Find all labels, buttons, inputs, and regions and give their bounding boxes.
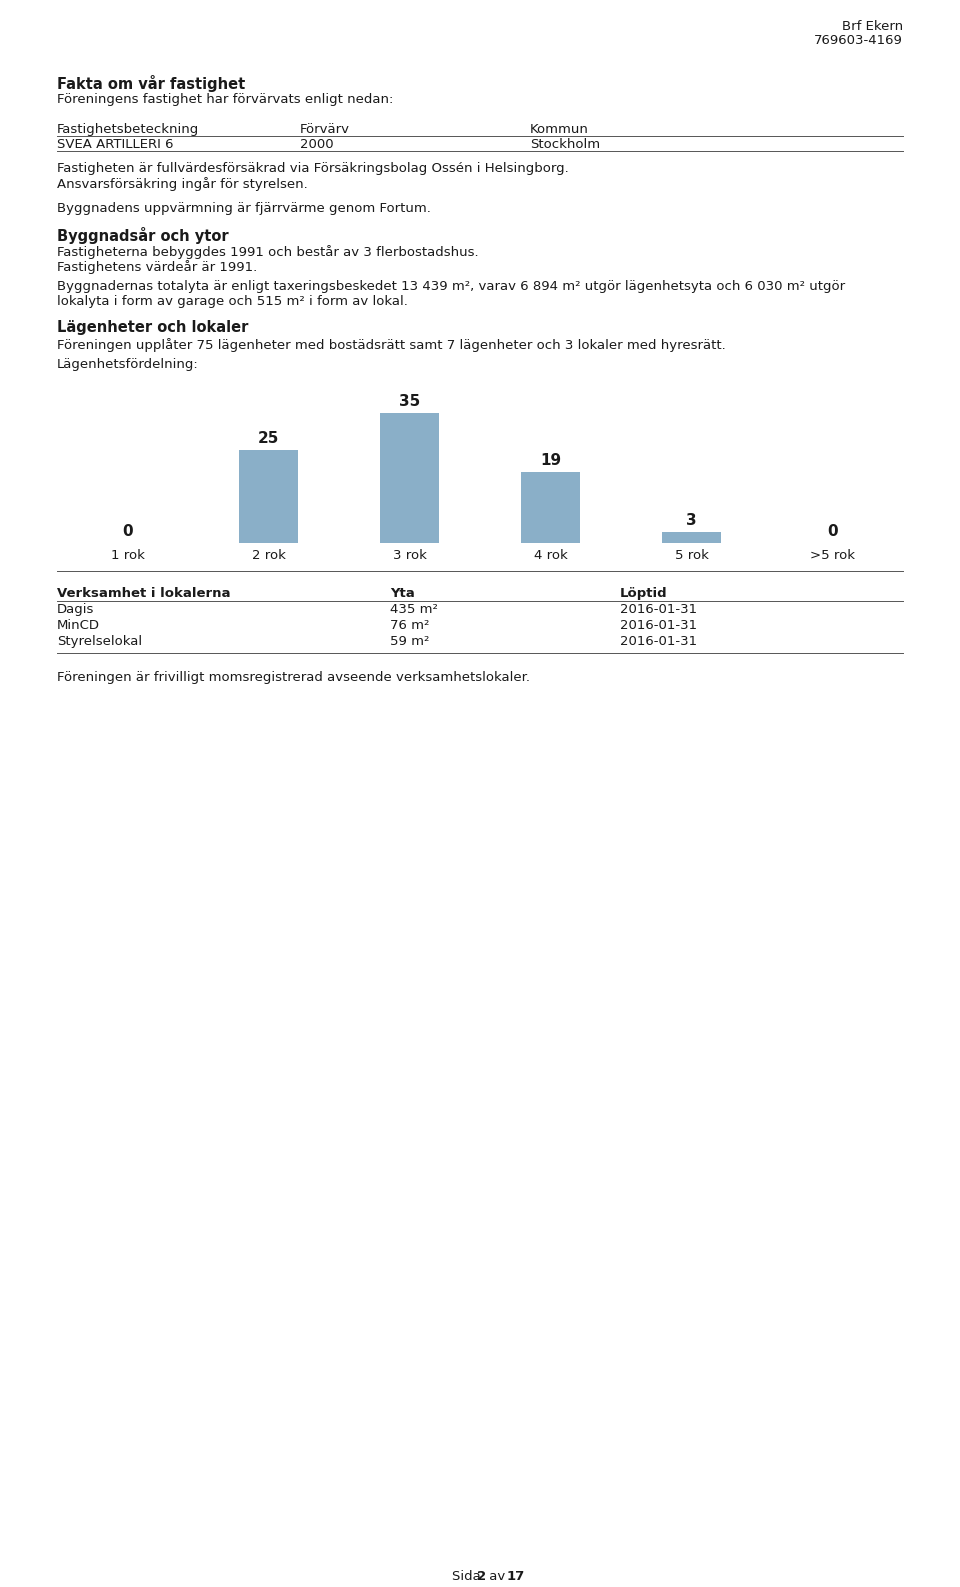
Text: Yta: Yta	[390, 587, 415, 600]
Text: Fastigheterna bebyggdes 1991 och består av 3 flerbostadshus.: Fastigheterna bebyggdes 1991 och består …	[57, 244, 479, 259]
Text: 3: 3	[686, 513, 697, 528]
Text: 0: 0	[828, 524, 838, 540]
Text: 59 m²: 59 m²	[390, 635, 429, 647]
Text: 2: 2	[477, 1570, 486, 1582]
Bar	[521, 473, 580, 543]
Text: 769603-4169: 769603-4169	[814, 33, 903, 48]
Text: 5 rok: 5 rok	[675, 549, 708, 562]
Text: Kommun: Kommun	[530, 124, 588, 136]
Text: 2016-01-31: 2016-01-31	[620, 619, 697, 632]
Text: av: av	[485, 1570, 510, 1582]
Text: 0: 0	[122, 524, 132, 540]
Text: 2000: 2000	[300, 138, 334, 151]
Text: Byggnadernas totalyta är enligt taxeringsbeskedet 13 439 m², varav 6 894 m² utgö: Byggnadernas totalyta är enligt taxering…	[57, 279, 845, 294]
Text: Verksamhet i lokalerna: Verksamhet i lokalerna	[57, 587, 230, 600]
Text: Byggnadsår och ytor: Byggnadsår och ytor	[57, 227, 228, 244]
Bar	[661, 532, 721, 543]
Text: 1 rok: 1 rok	[110, 549, 144, 562]
Text: Löptid: Löptid	[620, 587, 667, 600]
Text: Dagis: Dagis	[57, 603, 94, 616]
Text: 2016-01-31: 2016-01-31	[620, 603, 697, 616]
Text: Brf Ekern: Brf Ekern	[842, 21, 903, 33]
Text: 4 rok: 4 rok	[534, 549, 567, 562]
Text: Stockholm: Stockholm	[530, 138, 600, 151]
Text: Föreningens fastighet har förvärvats enligt nedan:: Föreningens fastighet har förvärvats enl…	[57, 94, 394, 106]
Text: Styrelselokal: Styrelselokal	[57, 635, 142, 647]
Text: Föreningen upplåter 75 lägenheter med bostädsrätt samt 7 lägenheter och 3 lokale: Föreningen upplåter 75 lägenheter med bo…	[57, 338, 726, 352]
Text: Fakta om vår fastighet: Fakta om vår fastighet	[57, 75, 245, 92]
Text: >5 rok: >5 rok	[810, 549, 855, 562]
Text: Fastighetsbeteckning: Fastighetsbeteckning	[57, 124, 200, 136]
Text: 2016-01-31: 2016-01-31	[620, 635, 697, 647]
Text: Föreningen är frivilligt momsregistrerad avseende verksamhetslokaler.: Föreningen är frivilligt momsregistrerad…	[57, 671, 530, 684]
Text: Lägenheter och lokaler: Lägenheter och lokaler	[57, 321, 249, 335]
Bar	[380, 413, 439, 543]
Text: Sida: Sida	[452, 1570, 485, 1582]
Text: 35: 35	[398, 394, 420, 409]
Text: Ansvarsförsäkring ingår för styrelsen.: Ansvarsförsäkring ingår för styrelsen.	[57, 178, 308, 190]
Text: 3 rok: 3 rok	[393, 549, 426, 562]
Text: 76 m²: 76 m²	[390, 619, 429, 632]
Text: Byggnadens uppvärmning är fjärrvärme genom Fortum.: Byggnadens uppvärmning är fjärrvärme gen…	[57, 202, 431, 214]
Text: 2 rok: 2 rok	[252, 549, 285, 562]
Text: 25: 25	[258, 432, 279, 446]
Text: Fastigheten är fullvärdesförsäkrad via Försäkringsbolag Ossén i Helsingborg.: Fastigheten är fullvärdesförsäkrad via F…	[57, 162, 568, 175]
Text: MinCD: MinCD	[57, 619, 100, 632]
Text: 435 m²: 435 m²	[390, 603, 438, 616]
Text: Lägenhetsfördelning:: Lägenhetsfördelning:	[57, 359, 199, 371]
Bar	[239, 451, 299, 543]
Text: Förvärv: Förvärv	[300, 124, 350, 136]
Text: lokalyta i form av garage och 515 m² i form av lokal.: lokalyta i form av garage och 515 m² i f…	[57, 295, 408, 308]
Text: 17: 17	[507, 1570, 525, 1582]
Text: 19: 19	[540, 454, 561, 468]
Text: Fastighetens värdeår är 1991.: Fastighetens värdeår är 1991.	[57, 260, 257, 275]
Text: SVEA ARTILLERI 6: SVEA ARTILLERI 6	[57, 138, 174, 151]
